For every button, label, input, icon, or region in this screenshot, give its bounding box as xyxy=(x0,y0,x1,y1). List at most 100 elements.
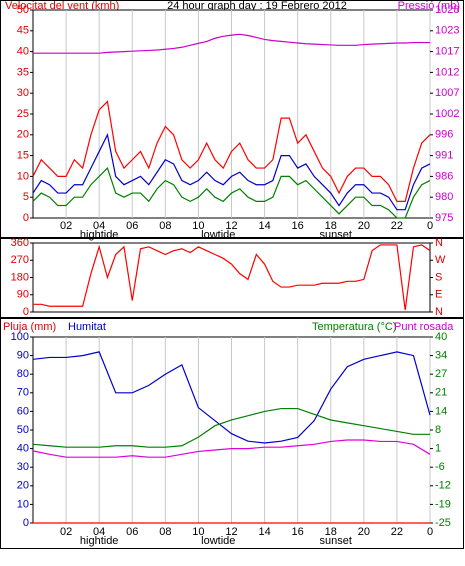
series-line xyxy=(33,244,431,311)
y2-tick-label: -6 xyxy=(435,461,445,473)
y-tick-label: 10 xyxy=(17,170,29,182)
y2-tick-label: 27 xyxy=(435,368,447,380)
y-tick-label: 0 xyxy=(23,212,29,224)
y2-tick-label: 991 xyxy=(435,150,453,162)
y-tick-label: 60 xyxy=(17,405,29,417)
chart-title: 24 hour graph day : 19 Febrero 2012 xyxy=(167,0,347,12)
y2-tick-label: -25 xyxy=(435,517,451,529)
rain-label: Pluja (mm) xyxy=(3,321,56,333)
tide-annotation: hightide xyxy=(80,229,119,241)
pressure-label: Pressió (mb) xyxy=(398,0,460,12)
y-tick-label: 20 xyxy=(17,129,29,141)
x-tick-label: 14 xyxy=(258,526,270,538)
y2-tick-label: 1017 xyxy=(435,46,459,58)
x-tick-label: 10 xyxy=(192,526,204,538)
y-tick-label: 0 xyxy=(23,306,29,318)
y2-tick-label: S xyxy=(435,271,442,283)
panel-frame xyxy=(0,318,464,549)
series-line xyxy=(32,351,431,444)
y-tick-label: 45 xyxy=(17,25,29,37)
y2-tick-label: 996 xyxy=(435,129,453,141)
x-tick-label: 12 xyxy=(225,220,237,232)
x-tick-label: 20 xyxy=(358,526,370,538)
y2-tick-label: -12 xyxy=(435,480,451,492)
y2-tick-label: W xyxy=(435,254,446,266)
tide-annotation: sunset xyxy=(320,535,352,547)
y-tick-label: 20 xyxy=(17,480,29,492)
x-tick-label: 0 xyxy=(427,220,433,232)
x-tick-label: 08 xyxy=(159,526,171,538)
x-tick-label: 06 xyxy=(126,526,138,538)
y2-tick-label: 975 xyxy=(435,212,453,224)
x-tick-label: 18 xyxy=(325,526,337,538)
y2-tick-label: N xyxy=(435,237,443,249)
x-tick-label: 12 xyxy=(225,526,237,538)
panel-frame xyxy=(0,0,464,238)
series-line xyxy=(32,166,431,219)
x-tick-label: 06 xyxy=(126,220,138,232)
y-tick-label: 360 xyxy=(11,237,29,249)
plot-area xyxy=(32,242,431,313)
x-tick-label: 0 xyxy=(427,526,433,538)
humidity-label: Humitat xyxy=(68,321,106,333)
y-tick-label: 90 xyxy=(17,350,29,362)
y2-tick-label: 14 xyxy=(435,405,447,417)
series-line xyxy=(32,100,431,202)
y-tick-label: 100 xyxy=(11,331,29,343)
y2-tick-label: 21 xyxy=(435,387,447,399)
y-tick-label: 80 xyxy=(17,368,29,380)
tide-annotation: sunset xyxy=(320,229,352,241)
y-tick-label: 50 xyxy=(17,4,29,16)
y2-tick-label: 40 xyxy=(435,331,447,343)
y-tick-label: 25 xyxy=(17,108,29,120)
y-tick-label: 35 xyxy=(17,66,29,78)
y-tick-label: 180 xyxy=(11,271,29,283)
x-tick-label: 22 xyxy=(391,526,403,538)
panel-frame xyxy=(0,238,464,318)
y2-tick-label: 980 xyxy=(435,191,453,203)
x-tick-label: 20 xyxy=(358,220,370,232)
y2-tick-label: N xyxy=(435,306,443,318)
y2-tick-label: 1007 xyxy=(435,87,459,99)
tide-annotation: hightide xyxy=(80,535,119,547)
tide-annotation: lowtide xyxy=(201,229,235,241)
dew-point-label: Punt rosada xyxy=(394,321,454,333)
temperature-label: Temperatura (°C) xyxy=(312,321,396,333)
y2-tick-label: 986 xyxy=(435,170,453,182)
y-tick-label: 40 xyxy=(17,46,29,58)
tide-annotation: lowtide xyxy=(201,535,235,547)
series-line xyxy=(32,407,430,448)
wind-label: Velocitat del vent (kmh) xyxy=(5,0,119,12)
x-tick-label: 04 xyxy=(93,220,105,232)
series-line xyxy=(32,132,431,211)
y2-tick-label: 1 xyxy=(435,443,441,455)
y-tick-label: 30 xyxy=(17,87,29,99)
x-tick-label: 22 xyxy=(391,220,403,232)
y2-tick-label: E xyxy=(435,289,442,301)
x-tick-label: 14 xyxy=(258,220,270,232)
y-tick-label: 50 xyxy=(17,424,29,436)
y-tick-label: 30 xyxy=(17,461,29,473)
y2-tick-label: 1012 xyxy=(435,66,459,78)
series-line xyxy=(33,33,430,54)
y2-tick-label: -19 xyxy=(435,498,451,510)
y-tick-label: 70 xyxy=(17,387,29,399)
series-line xyxy=(32,439,431,458)
x-tick-label: 02 xyxy=(60,526,72,538)
y2-tick-label: 8 xyxy=(435,424,441,436)
x-tick-label: 02 xyxy=(60,220,72,232)
y2-tick-label: 1023 xyxy=(435,25,459,37)
x-tick-label: 10 xyxy=(192,220,204,232)
y-tick-label: 15 xyxy=(17,150,29,162)
x-tick-label: 16 xyxy=(292,526,304,538)
y2-tick-label: 1002 xyxy=(435,108,459,120)
y-tick-label: 5 xyxy=(23,191,29,203)
y-tick-label: 270 xyxy=(11,254,29,266)
x-tick-label: 04 xyxy=(93,526,105,538)
y2-tick-label: 34 xyxy=(435,350,447,362)
x-tick-label: 08 xyxy=(159,220,171,232)
y2-tick-label: 1028 xyxy=(435,4,459,16)
y-tick-label: 90 xyxy=(17,289,29,301)
x-tick-label: 18 xyxy=(325,220,337,232)
